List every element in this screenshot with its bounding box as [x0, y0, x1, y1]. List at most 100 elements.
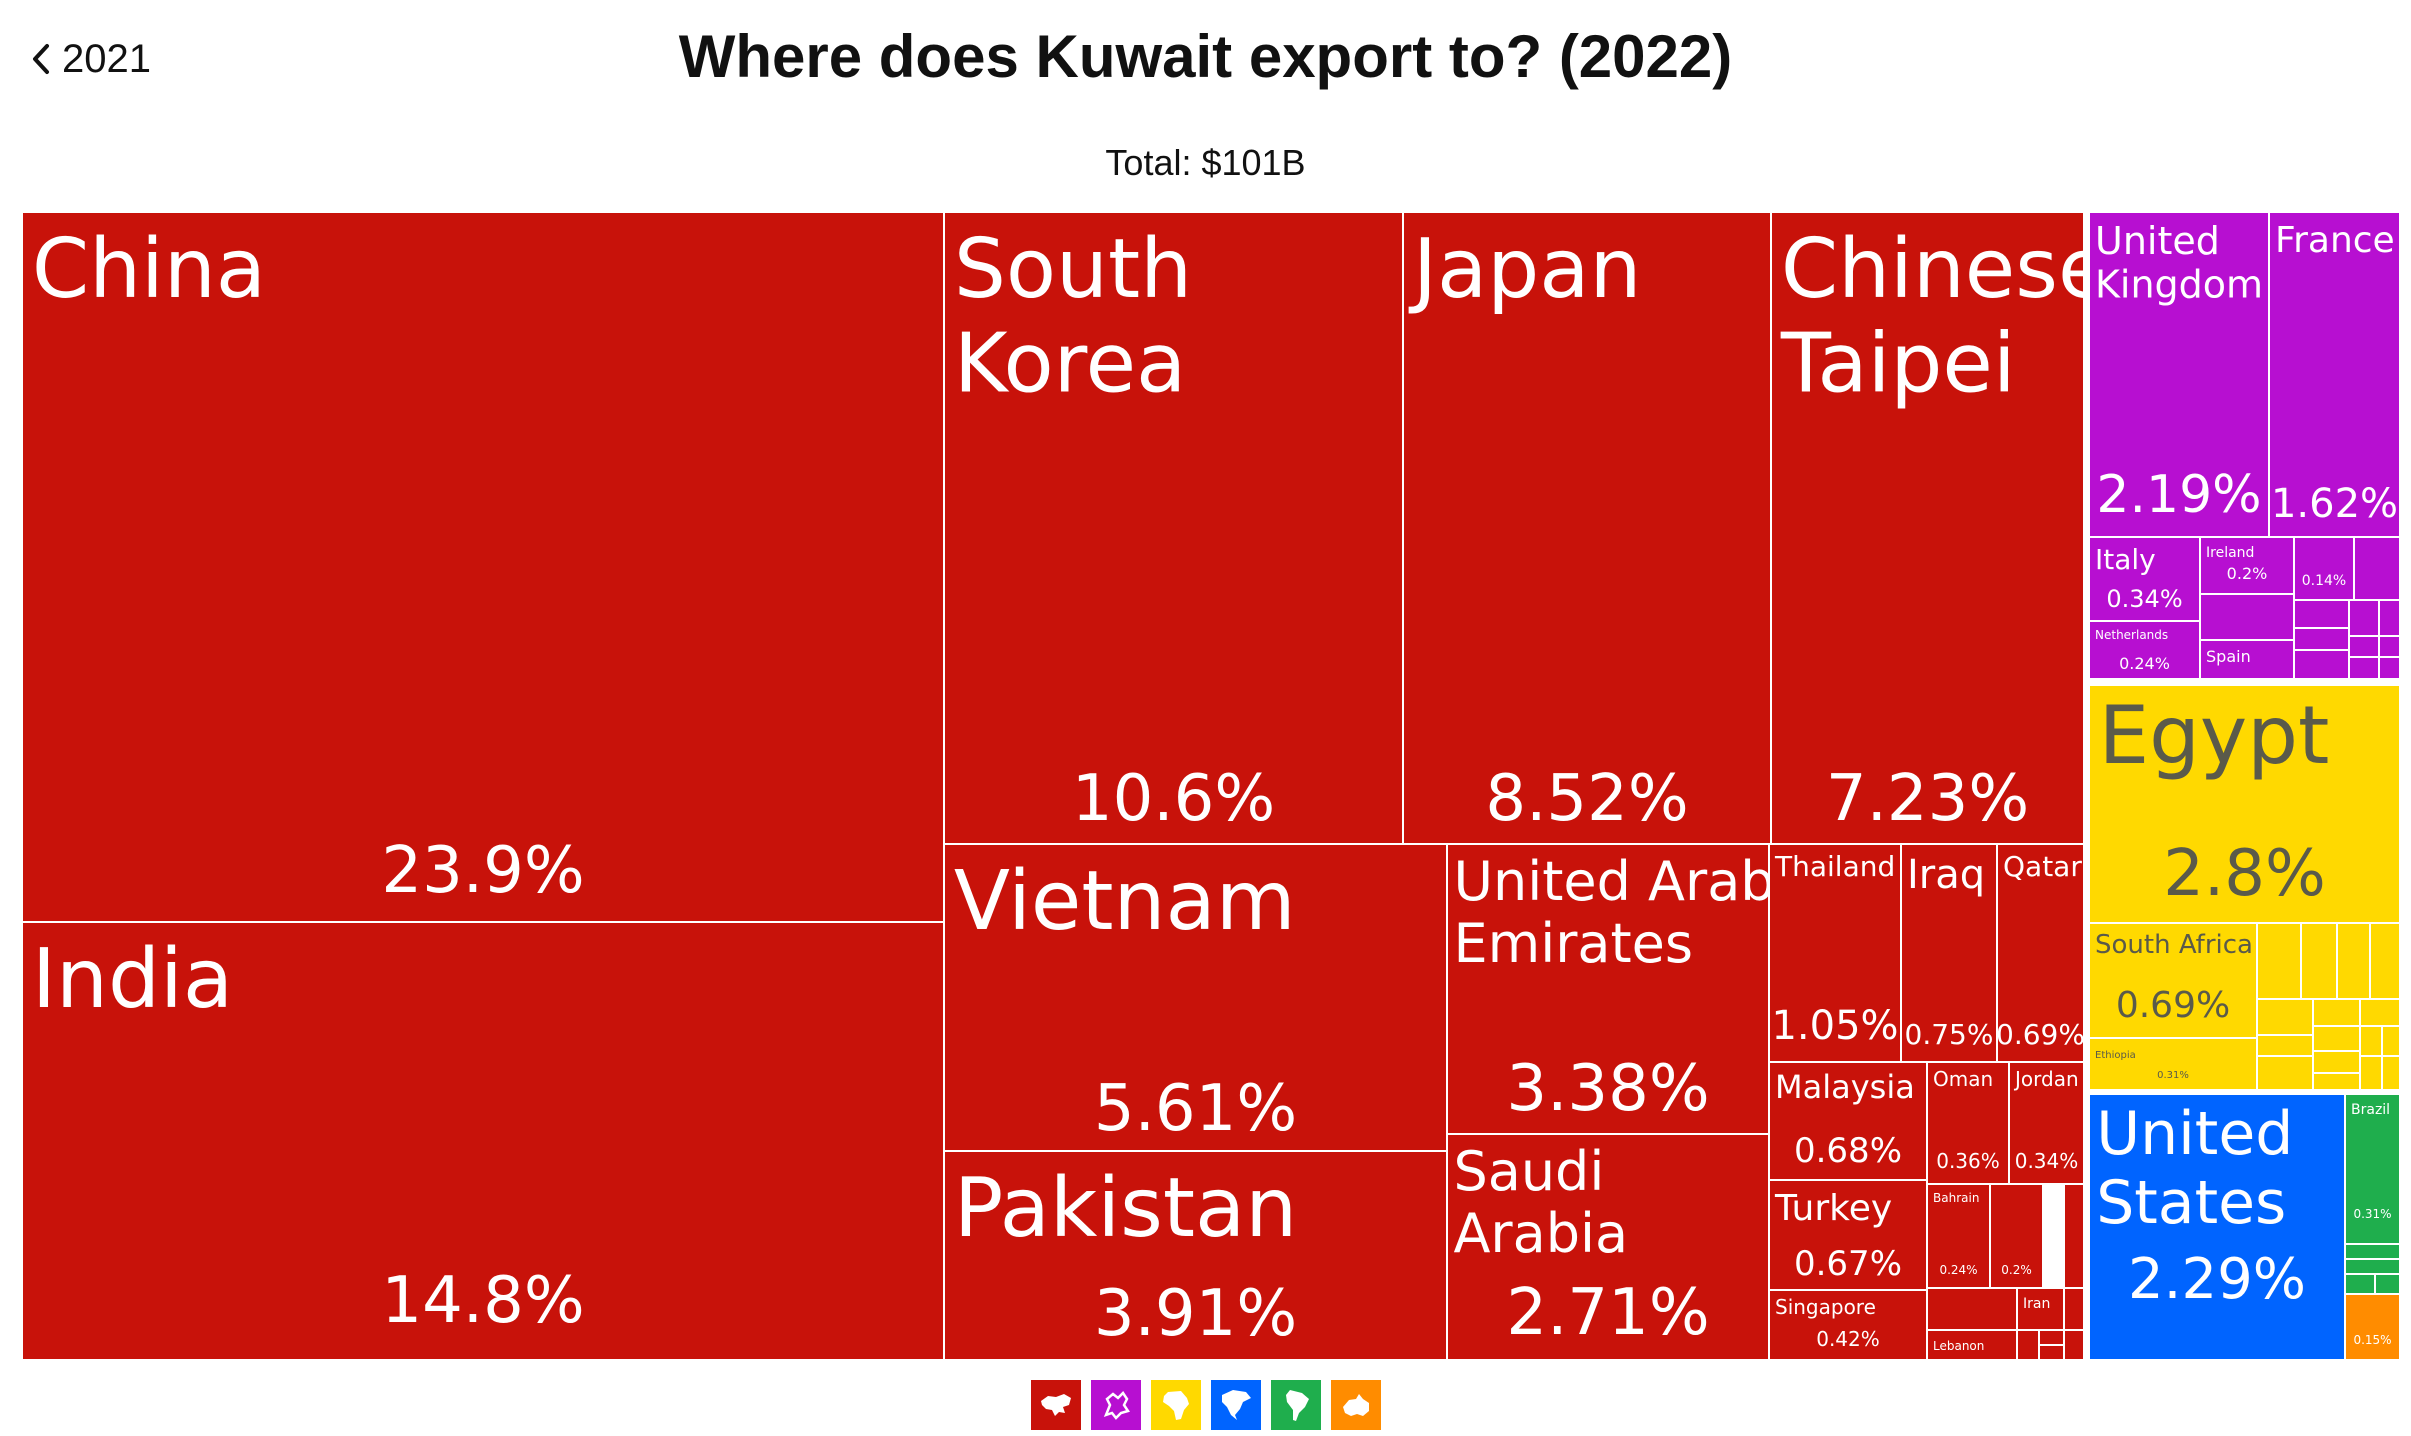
treemap-tile-ireland[interactable]: [2199, 536, 2295, 595]
treemap-tile-minor[interactable]: [2359, 1055, 2383, 1091]
tile-share-label: 0.68%: [1794, 1131, 1902, 1171]
treemap-tile-minor[interactable]: [2312, 1072, 2361, 1091]
treemap-tile-minor[interactable]: [2256, 998, 2314, 1036]
treemap-tile-unlabeled[interactable]: [2293, 536, 2355, 601]
treemap-tile-minor[interactable]: [2016, 1329, 2040, 1361]
treemap-tile-minor[interactable]: [2353, 536, 2401, 601]
treemap-tile-minor[interactable]: [2293, 649, 2350, 680]
treemap-tile-minor[interactable]: [2256, 1055, 2314, 1091]
treemap-tile-india[interactable]: [21, 921, 945, 1361]
treemap-tile-bahrain[interactable]: [1926, 1183, 1991, 1289]
treemap-tile-minor[interactable]: [2344, 1273, 2376, 1295]
treemap-tile-qatar[interactable]: [1996, 843, 2085, 1063]
treemap-tile-singapore[interactable]: [1768, 1289, 1928, 1361]
back-to-2021-link[interactable]: 2021: [30, 34, 151, 84]
treemap-tile-minor[interactable]: [2063, 1183, 2085, 1289]
treemap-tile-minor[interactable]: [2293, 599, 2350, 629]
tile-share-label: 1.62%: [2271, 481, 2398, 527]
treemap-tile-south-africa[interactable]: [2088, 922, 2258, 1039]
legend-north-america[interactable]: [1210, 1380, 1261, 1430]
treemap-tile-pakistan[interactable]: [943, 1150, 1448, 1361]
tile-name-label: South Africa: [2095, 930, 2253, 960]
treemap-tile-china[interactable]: [21, 211, 945, 923]
tile-share-label: 2.8%: [2163, 837, 2326, 911]
treemap-tile-france[interactable]: [2268, 211, 2401, 538]
treemap-tile-minor[interactable]: [2378, 635, 2401, 658]
treemap-tile-minor[interactable]: [2359, 1025, 2383, 1057]
treemap-tile-minor[interactable]: [2348, 656, 2380, 680]
treemap-tile-malaysia[interactable]: [1768, 1061, 1928, 1181]
treemap-tile-united-arab-emirates[interactable]: [1446, 843, 1770, 1135]
treemap-tile-minor[interactable]: [1926, 1287, 2018, 1331]
treemap-tile-oman[interactable]: [1926, 1061, 2010, 1185]
treemap-tile-minor[interactable]: [2038, 1329, 2065, 1346]
legend-africa[interactable]: [1150, 1380, 1201, 1430]
treemap-tile-minor[interactable]: [2312, 1025, 2361, 1052]
tile-name-label: United Arab: [1453, 850, 1774, 913]
treemap-tile-spain[interactable]: [2199, 639, 2295, 680]
tile-name-label: Saudi: [1453, 1140, 1604, 1203]
treemap-tile-iraq[interactable]: [1900, 843, 1998, 1063]
treemap-tile-minor[interactable]: [2293, 627, 2350, 651]
tile-share-label: 2.19%: [2096, 465, 2261, 525]
treemap-tile-minor[interactable]: [2381, 1055, 2401, 1091]
tile-name-label: Spain: [2206, 647, 2251, 666]
south-america-icon: [1285, 1390, 1309, 1421]
treemap-tile-iran[interactable]: [2016, 1287, 2065, 1331]
treemap-tile-unlabeled[interactable]: [1989, 1183, 2044, 1289]
treemap-tile-minor[interactable]: [2344, 1258, 2401, 1275]
treemap-tile-minor[interactable]: [2088, 1335, 2346, 1361]
treemap-tile-minor[interactable]: [2256, 1034, 2314, 1057]
treemap-tile-italy[interactable]: [2088, 536, 2201, 622]
treemap-tile-lebanon[interactable]: [1926, 1329, 2018, 1361]
treemap-tile-minor[interactable]: [2063, 1287, 2085, 1331]
legend-europe[interactable]: [1090, 1380, 1141, 1430]
treemap-tile-minor[interactable]: [2038, 1344, 2065, 1361]
treemap-tile-brazil[interactable]: [2344, 1093, 2401, 1245]
treemap-tile-minor[interactable]: [2312, 1050, 2361, 1074]
tile-name-label: Pakistan: [954, 1161, 1297, 1256]
treemap-tile-minor[interactable]: [2300, 922, 2338, 1000]
treemap-tile-saudi-arabia[interactable]: [1446, 1133, 1770, 1361]
treemap-tile-minor[interactable]: [2336, 922, 2371, 1000]
treemap-tile-thailand[interactable]: [1768, 843, 1902, 1063]
tile-name-label: Thailand: [1774, 850, 1895, 883]
treemap-tile-minor[interactable]: [2374, 1273, 2401, 1295]
tile-share-label: 0.2%: [2001, 1263, 2032, 1277]
tile-name-label: States: [2096, 1168, 2286, 1238]
tile-name-label: Iraq: [1907, 852, 1985, 898]
treemap-tile-vietnam[interactable]: [943, 843, 1448, 1152]
treemap-tile-minor[interactable]: [2359, 998, 2401, 1027]
region-legend: [0, 1380, 2411, 1430]
north-america-icon: [1221, 1390, 1251, 1420]
treemap-tile-minor[interactable]: [2199, 593, 2295, 641]
tile-share-label: 0.24%: [1939, 1263, 1977, 1277]
treemap-tile-minor[interactable]: [2312, 998, 2361, 1027]
treemap-tile-jordan[interactable]: [2008, 1061, 2085, 1185]
treemap-tile-minor[interactable]: [2378, 656, 2401, 680]
treemap-tile-minor[interactable]: [2063, 1329, 2085, 1361]
treemap-tile-unlabeled[interactable]: [2344, 1293, 2401, 1361]
tile-name-label: Vietnam: [954, 854, 1296, 949]
treemap-tile-minor[interactable]: [2348, 635, 2380, 658]
treemap-tile-united-states[interactable]: [2088, 1093, 2346, 1361]
treemap-tile-ethiopia[interactable]: [2088, 1037, 2258, 1091]
treemap-tile-turkey[interactable]: [1768, 1179, 1928, 1291]
treemap-tile-minor[interactable]: [2256, 922, 2302, 1000]
treemap-tile-united-kingdom[interactable]: [2088, 211, 2270, 538]
treemap-tile-minor[interactable]: [2378, 599, 2401, 637]
treemap-tile-egypt[interactable]: [2088, 684, 2401, 924]
treemap-tile-south-korea[interactable]: [943, 211, 1404, 845]
treemap-tile-minor[interactable]: [2381, 1025, 2401, 1057]
treemap-tile-minor[interactable]: [2369, 922, 2401, 1000]
treemap-tile-netherlands[interactable]: [2088, 620, 2201, 680]
treemap-tile-chinese-taipei[interactable]: [1770, 211, 2085, 845]
treemap-tile-japan[interactable]: [1402, 211, 1772, 845]
legend-asia[interactable]: [1030, 1380, 1081, 1430]
treemap-tile-minor[interactable]: [2348, 599, 2380, 637]
treemap-tile-minor[interactable]: [2344, 1243, 2401, 1260]
tile-name-label: United: [2096, 1099, 2293, 1169]
legend-south-america[interactable]: [1270, 1380, 1321, 1430]
legend-oceania[interactable]: [1330, 1380, 1381, 1430]
tile-name-label: Bahrain: [1933, 1191, 1979, 1205]
